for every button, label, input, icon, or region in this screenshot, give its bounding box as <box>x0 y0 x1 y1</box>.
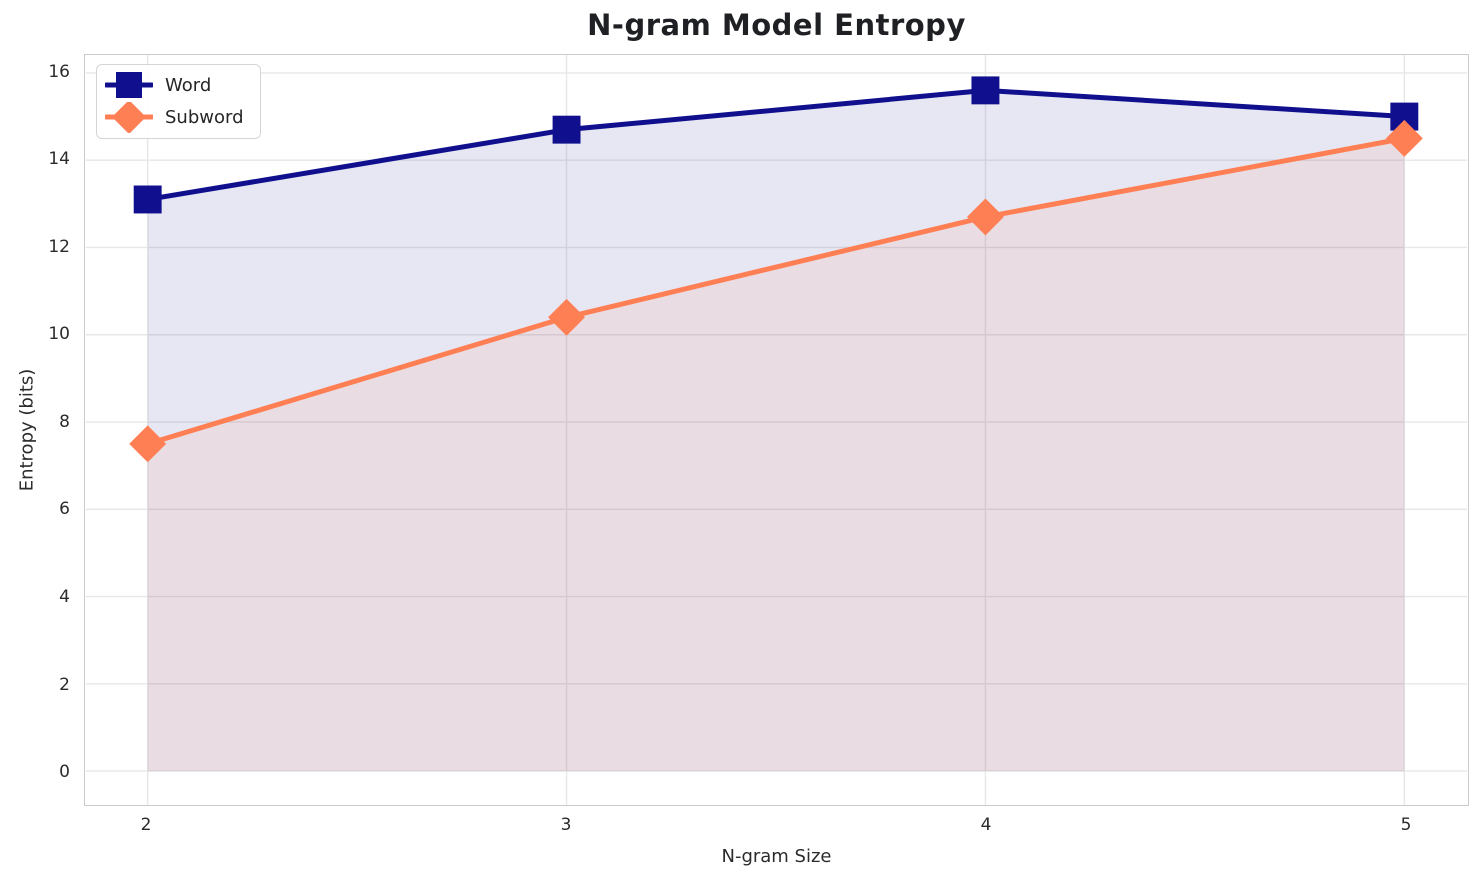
word-square-marker <box>971 76 1000 105</box>
word-square-marker <box>133 185 162 214</box>
x-axis-label: N-gram Size <box>721 846 832 867</box>
subword-line <box>146 135 1405 447</box>
plot-area <box>84 54 1469 806</box>
legend-item-word: Word <box>105 70 244 101</box>
word-legend-marker-icon <box>105 72 153 98</box>
y-tick-label: 6 <box>59 499 70 520</box>
word-area-fill <box>147 90 1405 772</box>
legend: Word Subword <box>96 64 261 139</box>
subword-legend-marker-icon <box>105 102 153 133</box>
subword-diamond-marker <box>966 198 1004 236</box>
y-tick-label: 2 <box>59 674 70 695</box>
legend-label-subword: Subword <box>165 107 244 128</box>
legend-item-subword: Subword <box>105 102 244 133</box>
word-line <box>147 87 1405 202</box>
y-tick-label: 12 <box>48 236 70 257</box>
y-axis-label: Entropy (bits) <box>16 368 38 492</box>
y-tick-label: 14 <box>48 149 70 170</box>
x-tick-label: 2 <box>140 815 152 835</box>
y-tick-label: 10 <box>48 324 70 345</box>
x-tick-label: 4 <box>980 815 992 835</box>
subword-diamond-marker <box>129 425 167 463</box>
y-tick-label: 4 <box>59 586 70 607</box>
y-tick-label: 16 <box>48 61 70 82</box>
x-tick-label: 5 <box>1400 815 1412 835</box>
subword-diamond-marker <box>548 298 586 336</box>
word-square-marker <box>552 115 581 144</box>
subword-area-fill <box>147 138 1405 772</box>
y-tick-label: 0 <box>59 762 70 782</box>
y-tick-label: 8 <box>59 411 70 432</box>
x-tick-label: 3 <box>560 815 572 835</box>
chart-title: N-gram Model Entropy <box>587 8 966 42</box>
legend-label-word: Word <box>165 75 212 96</box>
plot-canvas <box>85 55 1468 805</box>
